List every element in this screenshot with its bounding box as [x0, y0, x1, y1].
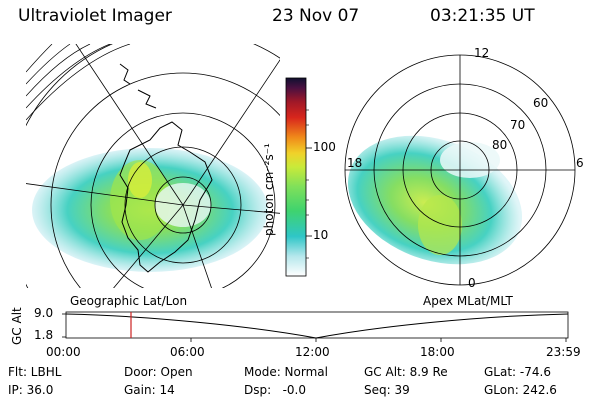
time-label: 03:21:35 UT	[430, 6, 535, 26]
door-info: Door: Open	[124, 365, 193, 379]
seq-info: Seq: 39	[364, 383, 410, 397]
ip-info: IP: 36.0	[8, 383, 54, 397]
mlt-label-0: 0	[468, 276, 476, 290]
apex-map	[344, 54, 576, 286]
mlt-label-6: 6	[576, 156, 584, 170]
xtick-2359: 23:59	[546, 345, 581, 359]
gain-info: Gain: 14	[124, 383, 175, 397]
mlat-label-60: 60	[533, 96, 549, 110]
colorbar	[285, 77, 312, 277]
date-label: 23 Nov 07	[272, 6, 360, 26]
aurora-bright-spot-left	[110, 160, 170, 240]
glon-info: GLon: 242.6	[484, 383, 557, 397]
altitude-ylabel: GC Alt	[10, 307, 24, 345]
mlat-label-80: 80	[492, 138, 508, 152]
coastline	[119, 121, 213, 273]
gc-alt-info: GC Alt: 8.9 Re	[364, 365, 448, 379]
colorbar-tick-10: 10	[313, 228, 329, 242]
mlt-label-12: 12	[474, 46, 490, 60]
xtick-1200: 12:00	[295, 345, 330, 359]
colorbar-gradient	[285, 77, 307, 277]
geographic-map	[26, 44, 280, 288]
apex-caption: Apex MLat/MLT	[423, 294, 513, 308]
altitude-tick-9: 9.0	[34, 306, 54, 320]
altitude-plot	[62, 311, 569, 342]
colorbar-unit-label: photon cm⁻²s⁻¹	[262, 143, 276, 236]
filter-info: Flt: LBHL	[8, 365, 62, 379]
mlat-label-70: 70	[510, 118, 526, 132]
altitude-curve	[65, 313, 569, 339]
xtick-0000: 00:00	[46, 345, 81, 359]
xtick-1800: 18:00	[420, 345, 455, 359]
instrument-title: Ultraviolet Imager	[18, 6, 172, 26]
geographic-caption: Geographic Lat/Lon	[70, 294, 188, 308]
xtick-0600: 06:00	[170, 345, 205, 359]
mode-info: Mode: Normal	[244, 365, 328, 379]
mlt-label-18: 18	[347, 156, 363, 170]
altitude-tick-1-8: 1.8	[34, 328, 54, 342]
polar-cap-right	[440, 142, 500, 178]
colorbar-tick-100: 100	[313, 140, 336, 154]
glat-info: GLat: -74.6	[484, 365, 551, 379]
dsp-info: Dsp: -0.0	[244, 383, 307, 397]
